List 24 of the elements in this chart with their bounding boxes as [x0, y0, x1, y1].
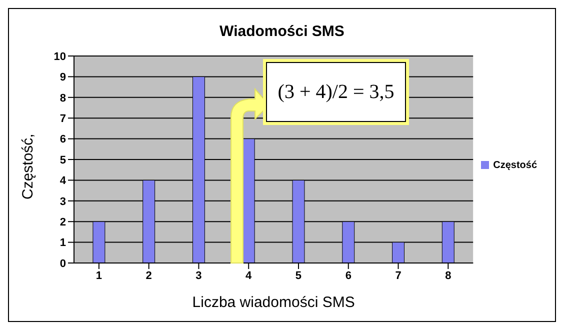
y-tick-label: 1: [60, 237, 66, 250]
y-axis-title: Częstość,: [19, 134, 36, 200]
chart-title: Wiadomości SMS: [218, 23, 346, 40]
y-tick-label: 7: [60, 113, 66, 126]
x-tick-label: 5: [295, 270, 302, 282]
y-tick-label: 9: [60, 72, 66, 84]
y-tick-label: 4: [60, 175, 67, 188]
x-tick-label: 3: [196, 270, 202, 282]
x-tick-label: 8: [445, 270, 452, 282]
y-tick-label: 8: [60, 92, 66, 104]
y-tick-label: 2: [60, 216, 66, 229]
y-tick-label: 5: [60, 154, 66, 166]
x-tick-label: 7: [395, 270, 402, 282]
x-tick-label: 2: [146, 270, 152, 282]
legend-label: Częstość: [493, 160, 537, 170]
x-axis-title: Liczba wiadomości SMS: [192, 294, 355, 311]
y-tick-label: 6: [60, 134, 66, 146]
x-tick-label: 1: [96, 270, 102, 282]
y-tick-label: 3: [60, 196, 66, 208]
x-tick-label: 4: [246, 270, 253, 282]
x-tick-label: 6: [345, 270, 352, 282]
y-tick-label: 10: [54, 50, 66, 63]
annotation: (3 + 4)/2 = 3,5: [266, 62, 406, 122]
y-tick-label: 0: [60, 258, 66, 270]
